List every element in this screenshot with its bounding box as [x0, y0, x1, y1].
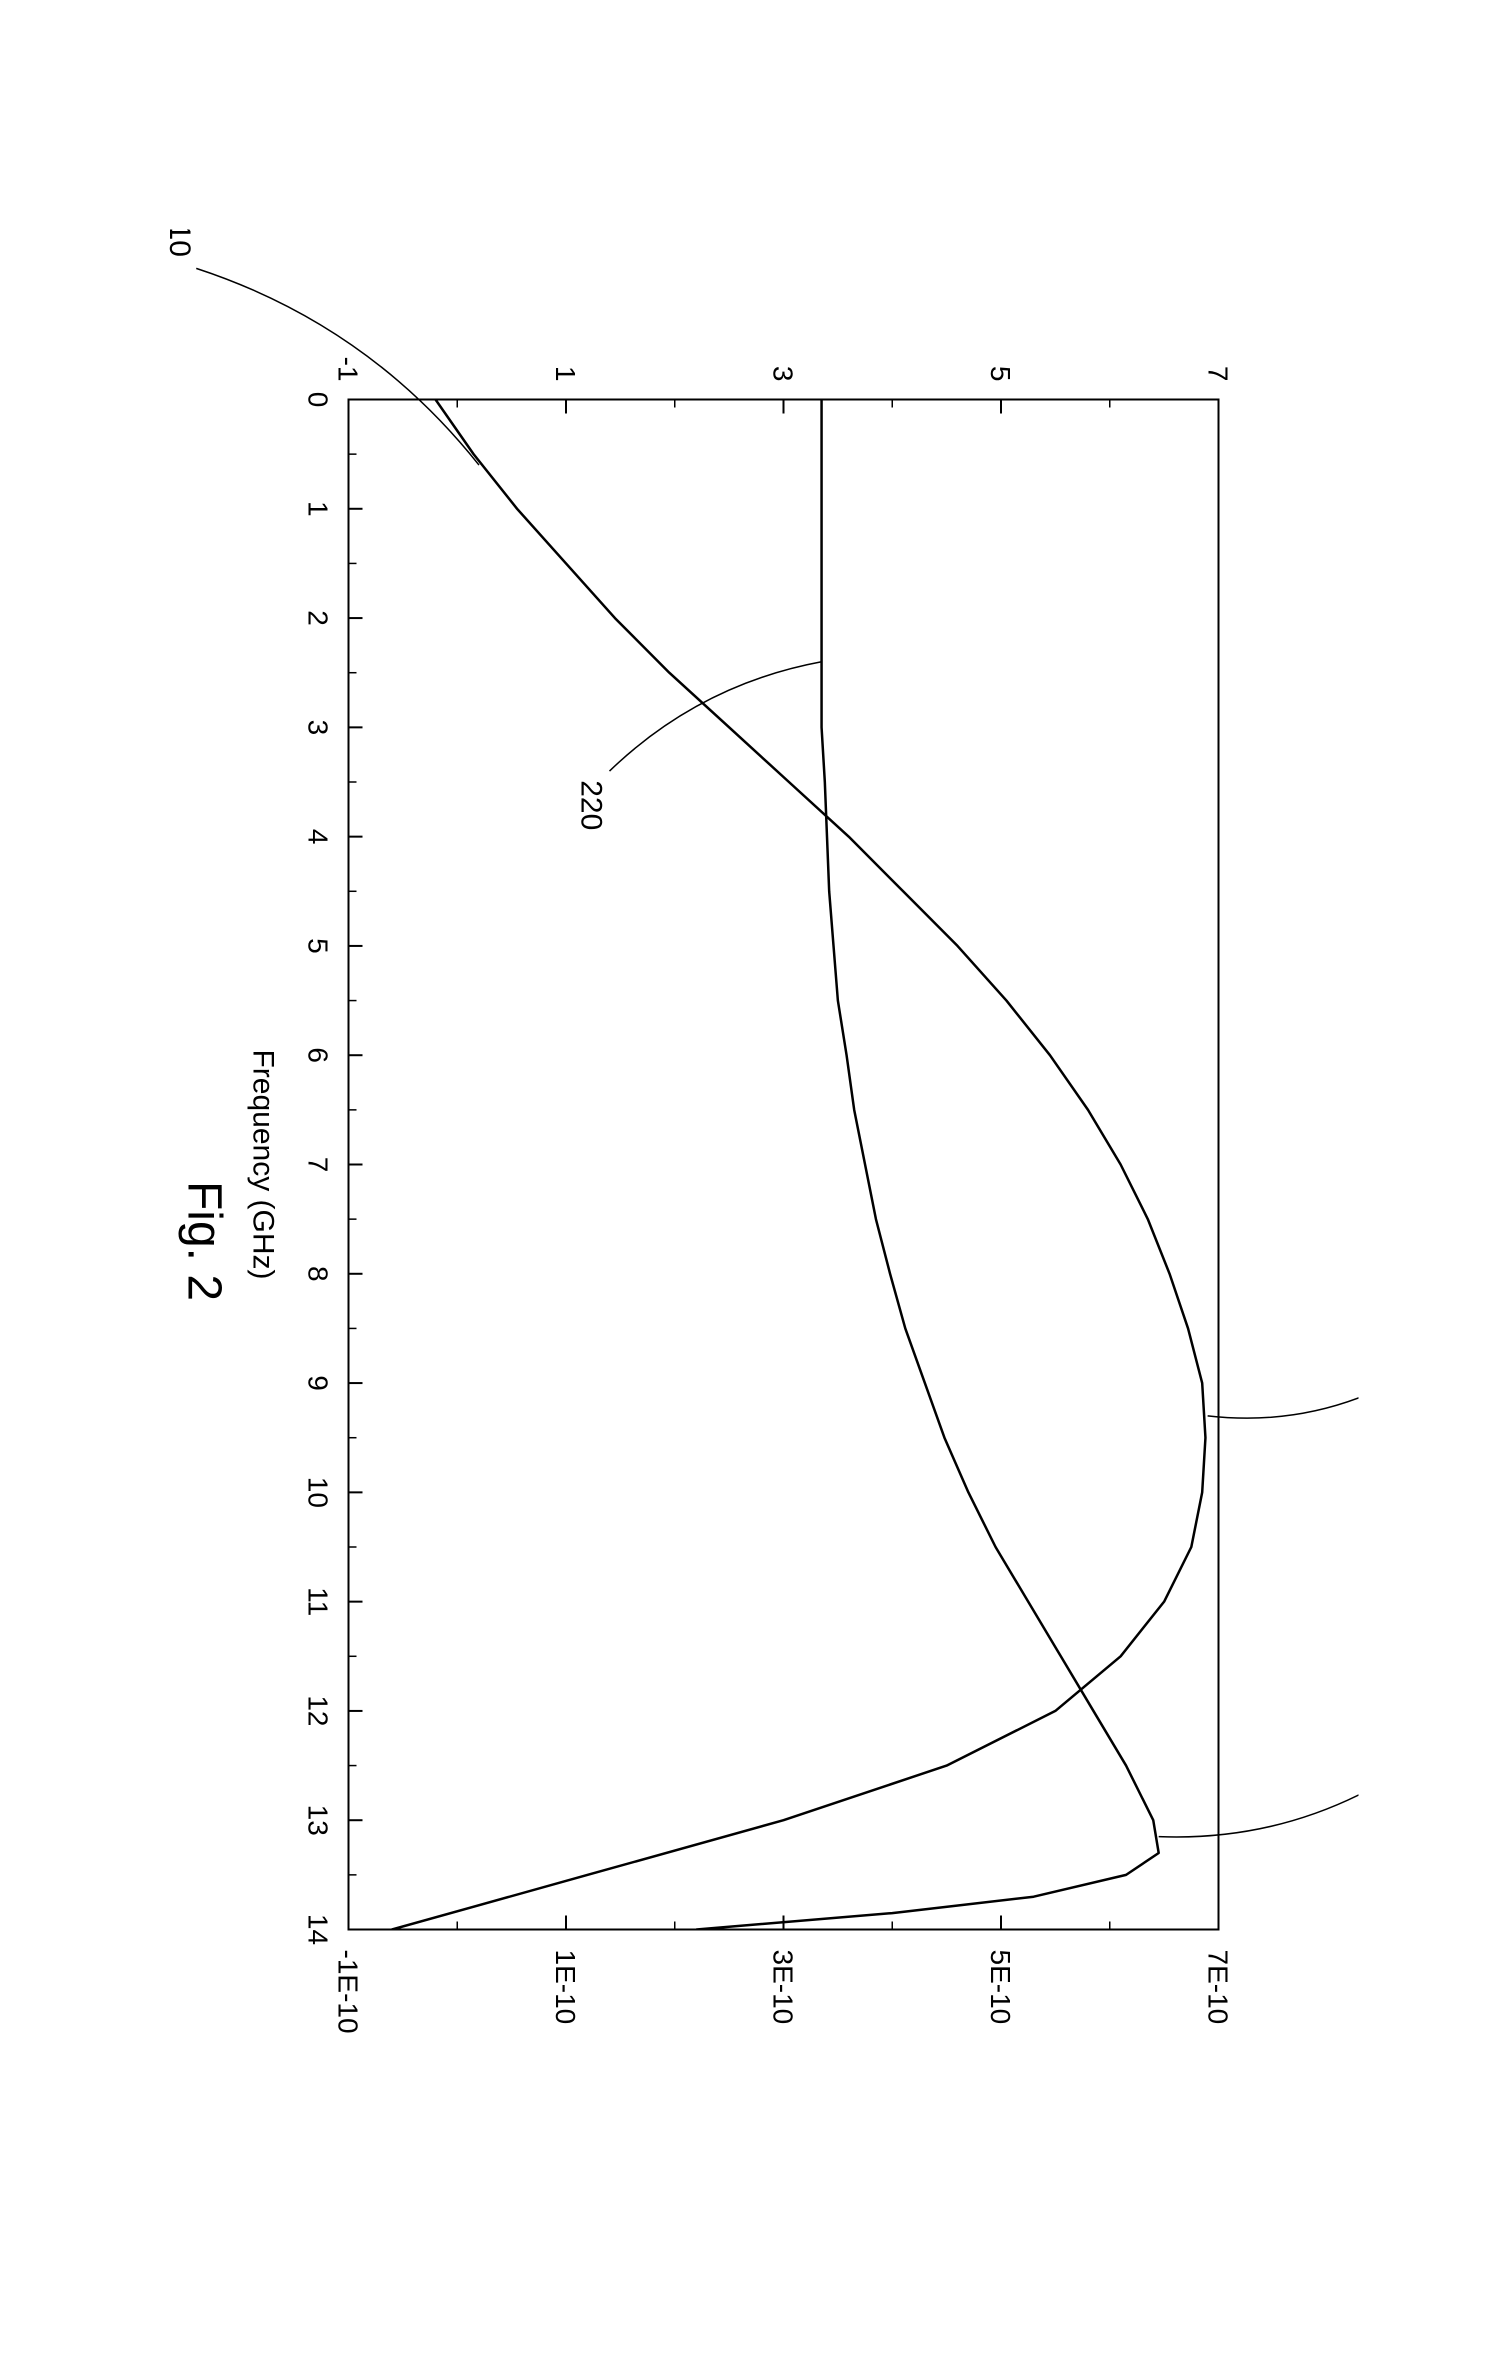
y-left-tick-label: 1	[550, 366, 581, 382]
x-tick-label: 14	[303, 1914, 334, 1945]
x-tick-label: 13	[303, 1805, 334, 1836]
figure-caption: Fig. 2	[178, 1181, 231, 1301]
frequency-plot: 01234567891011121314Frequency (GHz)-1135…	[159, 230, 1359, 2130]
x-tick-label: 8	[303, 1266, 334, 1282]
x-tick-label: 4	[303, 829, 334, 845]
callout-label: 220	[575, 780, 608, 830]
x-tick-label: 1	[303, 501, 334, 517]
y-right-tick-label: 1E-10	[550, 1950, 581, 2025]
x-tick-label: 9	[303, 1375, 334, 1391]
x-tick-label: 7	[303, 1157, 334, 1173]
callout-label: 210	[163, 230, 196, 257]
x-tick-label: 5	[303, 938, 334, 954]
y-left-tick-label: 7	[1203, 366, 1234, 382]
x-tick-label: 11	[303, 1587, 334, 1616]
y-left-tick-label: 3	[768, 366, 799, 382]
x-tick-label: 10	[303, 1477, 334, 1508]
x-tick-label: 12	[303, 1695, 334, 1726]
y-right-tick-label: 7E-10	[1203, 1950, 1234, 2025]
x-tick-label: 3	[303, 720, 334, 736]
y-right-tick-label: 5E-10	[985, 1950, 1016, 2025]
y-left-tick-label: -1	[333, 357, 364, 382]
y-left-tick-label: 5	[985, 366, 1016, 382]
x-tick-label: 6	[303, 1047, 334, 1063]
y-right-tick-label: 3E-10	[768, 1950, 799, 2025]
x-tick-label: 2	[303, 610, 334, 626]
x-axis-label: Frequency (GHz)	[247, 1049, 280, 1279]
y-right-tick-label: -1E-10	[333, 1950, 364, 2034]
x-tick-label: 0	[303, 392, 334, 408]
